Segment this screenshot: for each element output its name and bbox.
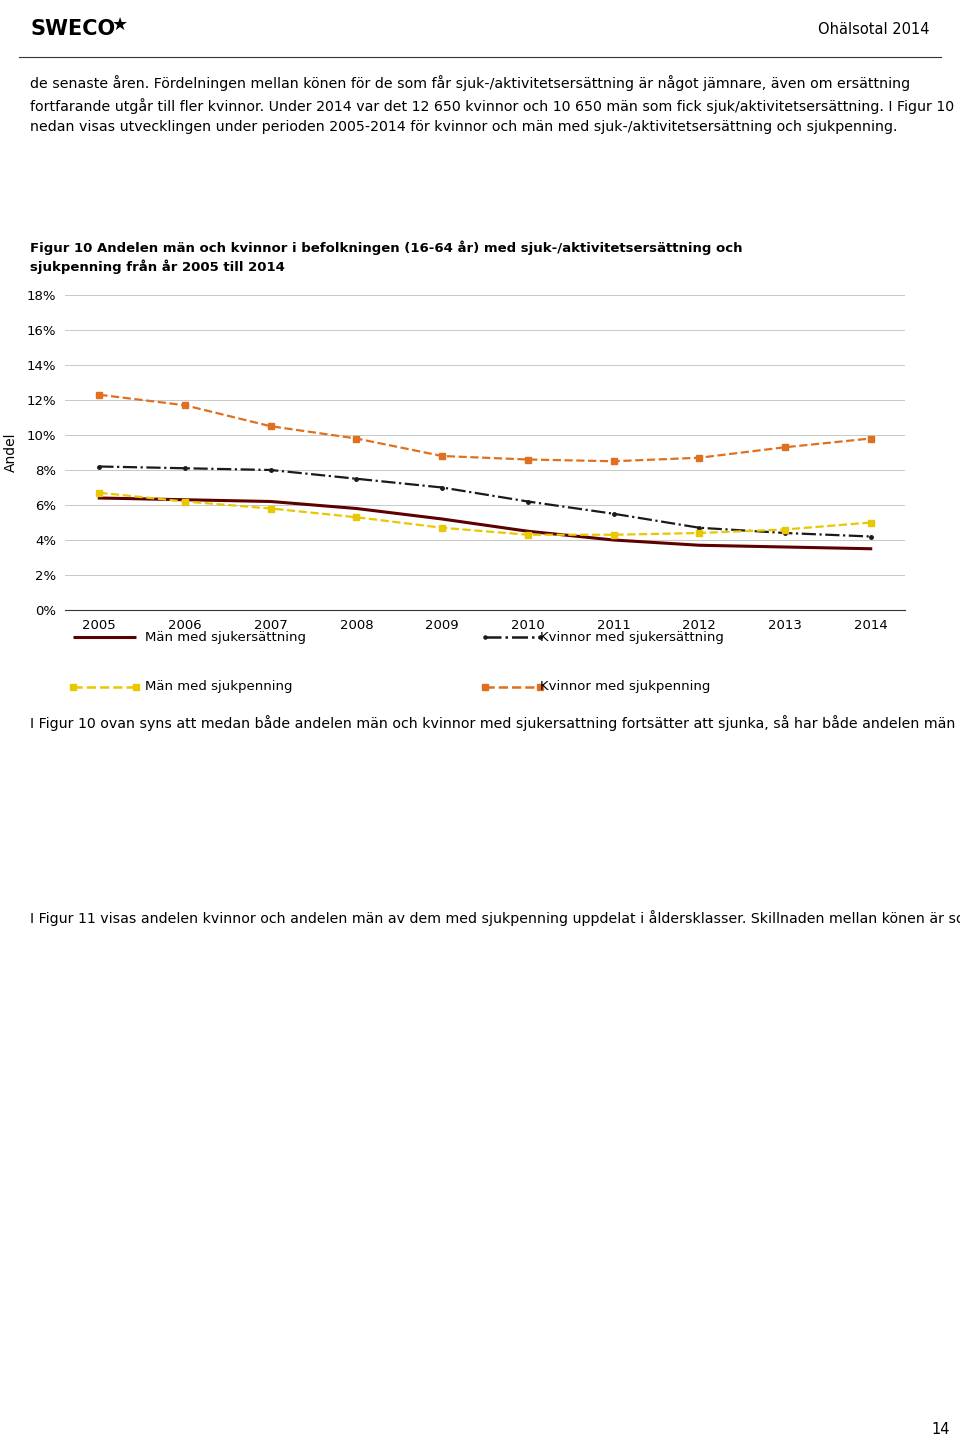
Text: Män med sjukersättning: Män med sjukersättning	[145, 630, 306, 643]
Text: Ohälsotal 2014: Ohälsotal 2014	[819, 22, 930, 36]
Text: Figur 10 Andelen män och kvinnor i befolkningen (16-64 år) med sjuk-/aktivitetse: Figur 10 Andelen män och kvinnor i befol…	[30, 241, 742, 274]
Text: I Figur 10 ovan syns att medan både andelen män och kvinnor med sjukersattning f: I Figur 10 ovan syns att medan både ande…	[30, 714, 960, 730]
Text: I Figur 11 visas andelen kvinnor och andelen män av dem med sjukpenning uppdelat: I Figur 11 visas andelen kvinnor och and…	[30, 910, 960, 926]
Text: de senaste åren. Fördelningen mellan könen för de som får sjuk-/aktivitetsersätt: de senaste åren. Fördelningen mellan kön…	[30, 75, 954, 135]
Text: 14: 14	[931, 1421, 950, 1436]
Text: Kvinnor med sjukpenning: Kvinnor med sjukpenning	[540, 680, 710, 693]
Text: Män med sjukpenning: Män med sjukpenning	[145, 680, 292, 693]
Text: ★: ★	[112, 16, 128, 33]
Text: SWECO: SWECO	[30, 19, 115, 39]
Text: Kvinnor med sjukersättning: Kvinnor med sjukersättning	[540, 630, 724, 643]
Y-axis label: Andel: Andel	[4, 433, 18, 472]
